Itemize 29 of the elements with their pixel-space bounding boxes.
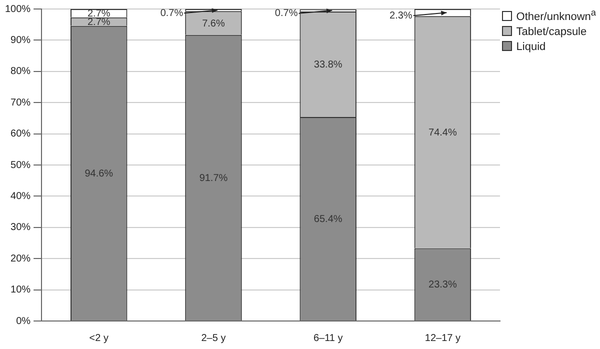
y-tick-label: 90% (10, 34, 31, 46)
legend-label: Liquid (516, 40, 546, 53)
data-label: 33.8% (314, 59, 342, 70)
data-label: 23.3% (428, 280, 457, 291)
y-tick-label: 80% (10, 66, 31, 78)
y-tick-label: 0% (16, 316, 31, 327)
y-tick-label: 100% (5, 4, 31, 15)
legend-label: Tablet/capsule (516, 26, 587, 38)
x-tick-label: 2–5 y (201, 332, 226, 344)
data-label: 0.7% (160, 8, 184, 19)
data-label: 0.7% (274, 8, 298, 20)
data-label: 74.4% (428, 127, 457, 138)
data-label: 7.6% (202, 18, 225, 30)
data-label: 2.7% (87, 16, 110, 28)
data-label: 2.3% (390, 10, 412, 22)
data-label: 94.6% (84, 168, 114, 180)
x-tick-label: 6–11 y (313, 332, 343, 344)
x-tick-label: 12–17 y (424, 332, 460, 344)
y-tick-label: 10% (10, 284, 31, 296)
data-label: 91.7% (199, 172, 228, 184)
y-tick-label: 60% (10, 128, 31, 140)
text: Other/unknown$^{a}$ (516, 7, 596, 23)
y-tick-label: 70% (10, 97, 31, 108)
data-label: 65.4% (314, 214, 342, 225)
y-tick-label: 40% (10, 190, 31, 202)
y-tick-label: 20% (10, 253, 31, 264)
y-tick-label: 30% (10, 222, 31, 234)
x-tick-label: <2 y (89, 332, 108, 344)
y-tick-label: 50% (10, 160, 31, 171)
